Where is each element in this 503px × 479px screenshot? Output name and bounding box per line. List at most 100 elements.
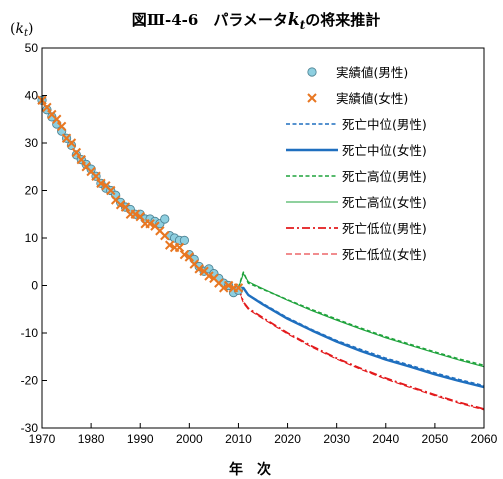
y-axis-label-subscript: t bbox=[24, 28, 29, 39]
x-marker-stroke bbox=[150, 221, 160, 231]
female-actual-point bbox=[174, 242, 185, 253]
male-actual-point bbox=[233, 285, 244, 295]
x-marker-stroke bbox=[233, 283, 244, 293]
x-tick-label: 1990 bbox=[127, 432, 154, 446]
male-actual-point bbox=[86, 164, 96, 174]
legend: 実績値(男性) 実績値(女性) 死亡中位(男性) 死亡中位(女性) 死亡高位(男性) 死亡… bbox=[286, 65, 427, 262]
x-marker-stroke bbox=[120, 202, 131, 212]
x-marker-stroke bbox=[160, 230, 170, 241]
legend-label: 実績値(女性) bbox=[336, 91, 408, 106]
chart-title: 図Ⅲ-4-6 パラメータktの将来推計 bbox=[132, 10, 381, 32]
x-marker-stroke bbox=[209, 273, 219, 284]
legend-label: 死亡低位(女性) bbox=[342, 247, 427, 262]
male-actual-point bbox=[160, 214, 170, 224]
legend-label: 死亡高位(男性) bbox=[342, 169, 427, 184]
female-actual-point bbox=[91, 171, 101, 181]
y-tick-label: 40 bbox=[25, 89, 39, 103]
female-actual-point bbox=[56, 121, 67, 132]
male-actual-point bbox=[66, 140, 77, 150]
female-actual-point bbox=[223, 280, 234, 291]
x-marker-stroke bbox=[115, 200, 126, 210]
x-marker-stroke bbox=[52, 114, 62, 124]
x-tick-label: 2040 bbox=[372, 432, 399, 446]
female-actual-point bbox=[164, 240, 175, 250]
series-line-7 bbox=[237, 287, 485, 411]
x-tick-label: 1970 bbox=[29, 432, 56, 446]
title-main: 図Ⅲ-4-6 パラメータ bbox=[132, 11, 288, 29]
x-marker-stroke bbox=[47, 109, 57, 120]
x-marker-stroke bbox=[61, 133, 72, 143]
female-actual-point bbox=[115, 200, 126, 210]
x-marker-stroke bbox=[86, 166, 96, 177]
female-actual-point bbox=[145, 219, 155, 229]
x-marker-stroke bbox=[96, 178, 106, 189]
x-tick-label: 1980 bbox=[78, 432, 105, 446]
x-marker-stroke bbox=[194, 264, 204, 274]
x-marker-stroke bbox=[71, 147, 82, 158]
x-marker-stroke bbox=[101, 181, 111, 191]
x-marker-stroke bbox=[199, 266, 209, 276]
x-marker-stroke bbox=[155, 226, 165, 236]
series-line-5 bbox=[237, 273, 485, 368]
title-tail: の将来推計 bbox=[305, 11, 380, 29]
y-tick-label: -10 bbox=[21, 326, 39, 340]
y-tick-label: 30 bbox=[25, 136, 39, 150]
legend-label: 死亡中位(男性) bbox=[342, 117, 427, 132]
x-marker-stroke bbox=[56, 121, 67, 132]
female-actual-point bbox=[66, 138, 77, 148]
x-marker-stroke bbox=[204, 271, 214, 281]
y-axis-label: (kt) bbox=[10, 21, 33, 39]
legend-swatch bbox=[307, 93, 317, 103]
male-actual-point bbox=[47, 112, 57, 122]
x-tick-label: 2060 bbox=[471, 432, 498, 446]
plot-area bbox=[37, 95, 485, 411]
y-tick-label: 20 bbox=[25, 184, 39, 198]
legend-label: 死亡低位(男性) bbox=[342, 221, 427, 236]
female-actual-point bbox=[52, 114, 62, 124]
female-actual-point bbox=[130, 209, 141, 219]
series-line-6 bbox=[237, 287, 485, 410]
x-marker-stroke bbox=[184, 252, 195, 262]
y-tick-label: -20 bbox=[21, 374, 39, 388]
y-tick-label: 50 bbox=[25, 41, 39, 55]
x-marker-stroke bbox=[307, 93, 317, 103]
series-line-2 bbox=[238, 287, 485, 387]
x-marker-stroke bbox=[91, 171, 101, 181]
female-actual-point bbox=[219, 283, 229, 293]
female-actual-point bbox=[135, 211, 145, 222]
title-subscript: t bbox=[300, 18, 306, 32]
x-marker-stroke bbox=[42, 102, 52, 113]
y-tick-label: 0 bbox=[31, 279, 38, 293]
female-actual-point bbox=[71, 147, 82, 158]
x-marker-stroke bbox=[223, 280, 234, 291]
x-marker-stroke bbox=[174, 242, 185, 253]
y-axis-label-close: ) bbox=[28, 21, 33, 37]
series-line-3 bbox=[238, 286, 485, 389]
x-marker-stroke bbox=[81, 162, 91, 172]
x-marker-stroke bbox=[145, 219, 155, 229]
series-line-4 bbox=[237, 271, 485, 367]
x-marker-stroke bbox=[76, 154, 86, 165]
x-marker-stroke bbox=[219, 283, 229, 293]
x-marker-stroke bbox=[135, 211, 145, 222]
x-marker-stroke bbox=[130, 209, 141, 219]
x-axis-label: 年 次 bbox=[229, 461, 271, 478]
female-actual-point bbox=[120, 202, 131, 212]
x-marker-stroke bbox=[179, 249, 190, 260]
female-actual-point bbox=[194, 264, 204, 274]
female-actual-point bbox=[204, 271, 214, 281]
x-marker-stroke bbox=[189, 259, 199, 269]
x-marker-stroke bbox=[214, 278, 224, 288]
y-tick-label: 10 bbox=[25, 231, 39, 245]
legend-label: 死亡高位(女性) bbox=[342, 195, 427, 210]
title-symbol: k bbox=[288, 10, 300, 30]
x-marker-stroke bbox=[110, 195, 121, 205]
x-marker-stroke bbox=[106, 185, 116, 196]
y-tick-label: -30 bbox=[21, 421, 39, 435]
legend-label: 死亡中位(女性) bbox=[342, 143, 427, 158]
x-tick-label: 2020 bbox=[274, 432, 301, 446]
female-actual-point bbox=[106, 185, 116, 196]
legend-label: 実績値(男性) bbox=[336, 65, 408, 80]
legend-swatch bbox=[307, 67, 317, 77]
